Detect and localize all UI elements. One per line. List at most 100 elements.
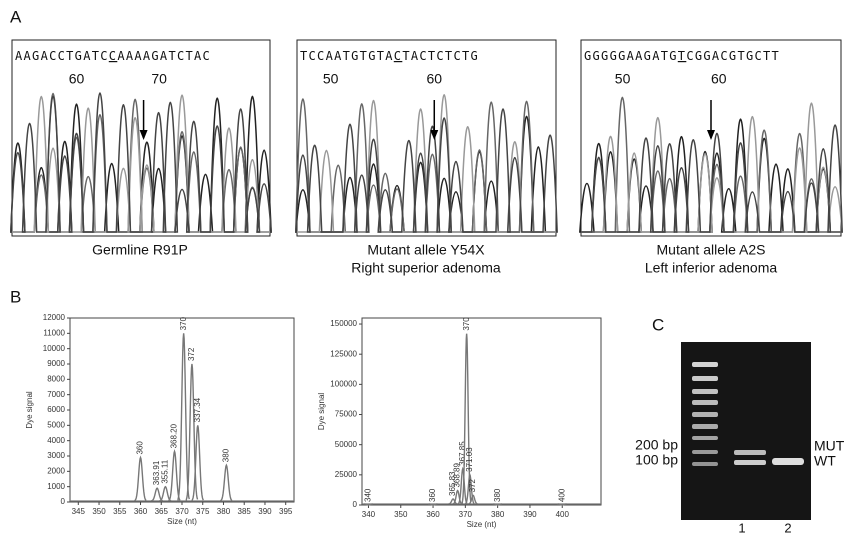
sequence-mutation: T	[678, 49, 687, 63]
x-tick-label: 370	[175, 507, 189, 516]
x-tick-label: 360	[426, 510, 440, 519]
y-tick-label: 125000	[330, 349, 357, 358]
peak	[168, 449, 181, 501]
band-label: MUT	[814, 438, 845, 454]
band-label: WT	[814, 453, 836, 469]
ladder-band	[692, 424, 718, 429]
x-tick-label: 340	[362, 510, 376, 519]
y-tick-label: 4000	[47, 436, 65, 445]
peak-label: 355.11	[161, 459, 170, 483]
x-tick-label: 380	[491, 510, 505, 519]
peak	[464, 472, 475, 505]
y-axis-title: Dye signal	[317, 393, 326, 431]
y-tick-label: 8000	[47, 374, 65, 383]
sequence-part: TACTCTCTG	[402, 49, 479, 63]
arrow-head	[430, 130, 439, 140]
caption: Mutant allele A2S	[657, 242, 766, 258]
x-tick-label: 400	[556, 510, 570, 519]
x-tick-label: 375	[196, 507, 210, 516]
trace	[295, 108, 558, 233]
band	[772, 458, 804, 465]
peak-label: 365.83	[448, 471, 457, 496]
panel-label: B	[10, 287, 21, 306]
sequence-part: AAGACCTGATC	[15, 49, 109, 63]
peak-label: 368.20	[170, 423, 179, 448]
x-tick-label: 365	[155, 507, 169, 516]
sequence-part: GGGGGAAGATG	[584, 49, 678, 63]
chromatogram-frame	[296, 39, 557, 237]
y-tick-label: 9000	[47, 359, 65, 368]
position-number: 60	[427, 71, 443, 87]
peak	[134, 455, 147, 501]
y-tick-label: 75000	[335, 410, 358, 419]
peak	[427, 503, 438, 506]
position-number: 60	[69, 71, 85, 87]
peak-label: 372	[187, 347, 196, 361]
peak-label: 360	[136, 441, 145, 455]
y-tick-label: 150000	[330, 319, 357, 328]
arrow-head	[139, 130, 148, 140]
y-tick-label: 25000	[335, 470, 358, 479]
gel	[681, 342, 811, 520]
peak-label: 368.89	[453, 463, 462, 488]
peak	[468, 494, 478, 505]
sequence-part: TCCAATGTGTA	[300, 49, 394, 63]
x-tick-label: 345	[72, 507, 86, 516]
peak-label: 380	[221, 448, 230, 462]
sequence-part: CGGACGTGCTT	[686, 49, 780, 63]
peak	[448, 498, 458, 505]
peak-label: 371.03	[465, 447, 474, 472]
peak	[150, 487, 163, 502]
caption: Mutant allele Y54X	[367, 242, 485, 258]
y-tick-label: 1000	[47, 482, 65, 491]
arrow-head	[707, 130, 715, 140]
sequence-mutation: C	[394, 49, 403, 63]
trace	[581, 124, 843, 233]
y-tick-label: 3000	[47, 451, 65, 460]
y-tick-label: 10000	[43, 344, 66, 353]
ladder-band	[692, 400, 718, 405]
peak	[363, 503, 373, 506]
x-tick-label: 355	[113, 507, 127, 516]
lane-label: 1	[738, 520, 745, 535]
position-number: 60	[711, 71, 727, 87]
position-number: 50	[615, 71, 631, 87]
peak	[220, 463, 233, 502]
peak-label: 337.34	[193, 397, 202, 422]
peak	[492, 503, 503, 506]
y-tick-label: 2000	[47, 466, 65, 475]
x-tick-label: 380	[217, 507, 231, 516]
y-axis-title: Dye signal	[25, 391, 34, 429]
peak-label: 400	[557, 488, 566, 502]
x-tick-label: 360	[134, 507, 148, 516]
sequence-mutation: C	[109, 49, 118, 63]
peak-label: 363.91	[152, 460, 161, 485]
peak-label: 372	[468, 478, 477, 492]
x-axis-title: Size (nt)	[167, 517, 197, 526]
peak	[452, 489, 463, 505]
caption: Left inferior adenoma	[645, 260, 778, 276]
sequence: TCCAATGTGTACTACTCTCTG	[300, 49, 479, 63]
panel-label: C	[652, 315, 664, 334]
ladder-band	[692, 462, 718, 466]
x-tick-label: 370	[459, 510, 473, 519]
y-tick-label: 50000	[335, 440, 358, 449]
y-tick-label: 6000	[47, 405, 65, 414]
sequence: AAGACCTGATCCAAAAGATCTAC	[15, 49, 211, 63]
size-label: 100 bp	[635, 452, 678, 468]
peak	[457, 466, 468, 505]
peak	[177, 333, 190, 501]
panel-label: A	[10, 7, 22, 26]
x-tick-label: 350	[394, 510, 408, 519]
y-tick-label: 12000	[43, 313, 66, 322]
x-tick-label: 395	[279, 507, 293, 516]
trace	[10, 92, 272, 233]
sequence-part: AAAAGATCTAC	[117, 49, 211, 63]
band	[734, 450, 766, 455]
position-number: 70	[151, 71, 167, 87]
y-tick-label: 100000	[330, 379, 357, 388]
caption: Right superior adenoma	[351, 260, 501, 276]
y-tick-label: 11000	[43, 328, 65, 337]
ladder-band	[692, 436, 718, 440]
